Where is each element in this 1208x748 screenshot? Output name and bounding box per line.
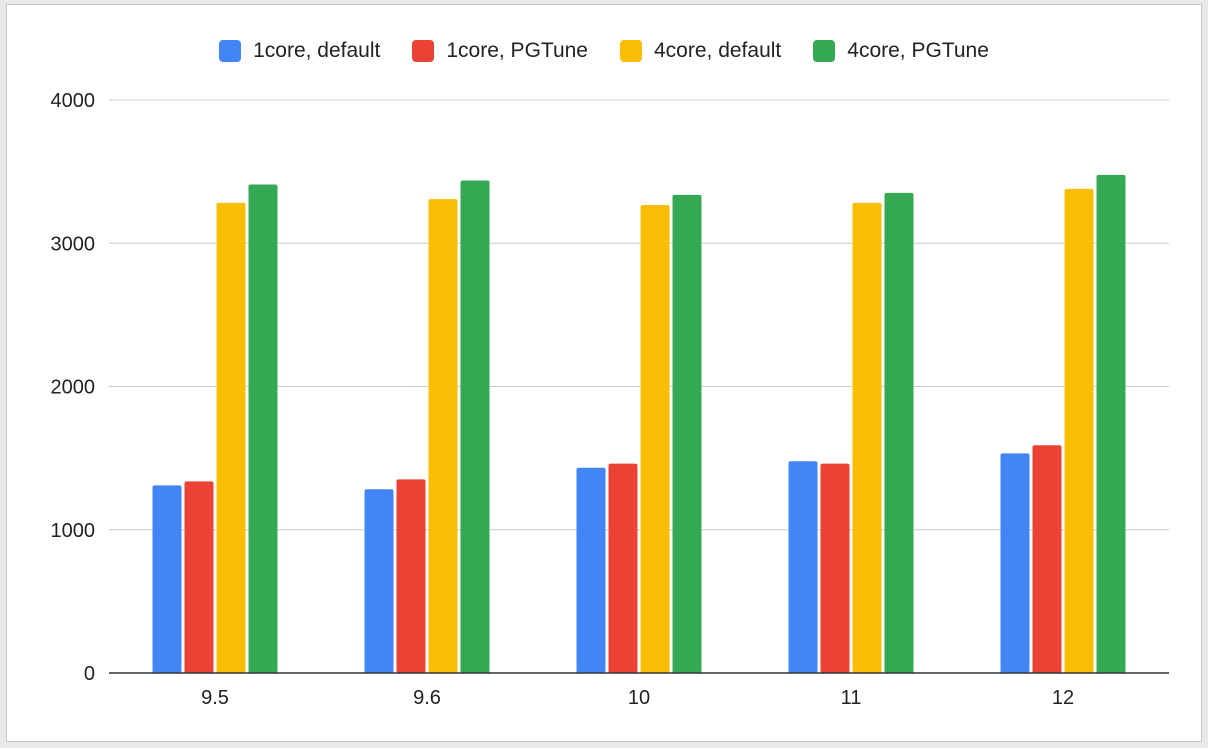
- legend-label-0: 1core, default: [253, 39, 381, 62]
- legend-label-2: 4core, default: [654, 39, 782, 62]
- x-tick-label-3: 11: [841, 687, 862, 709]
- bar-2-3: [672, 194, 702, 674]
- bar-4-1: [1032, 445, 1062, 673]
- legend-swatch-1: [412, 40, 435, 62]
- legend-swatch-3: [813, 40, 836, 62]
- y-tick-label-1: 1000: [51, 520, 96, 542]
- bar-1-1: [396, 479, 426, 673]
- bar-0-2: [216, 202, 246, 673]
- bar-1-2: [428, 199, 458, 673]
- legend-swatch-0: [219, 40, 242, 62]
- x-tick-label-0: 9.5: [201, 687, 229, 709]
- bar-2-1: [608, 463, 638, 673]
- bar-chart: 0 1000 2000 3000 4000 9.5 9.6 10 11 12: [51, 90, 1169, 709]
- bar-1-3: [460, 180, 490, 673]
- bar-4-3: [1096, 174, 1126, 674]
- bar-3-2: [852, 202, 882, 673]
- x-tick-label-1: 9.6: [413, 687, 441, 709]
- legend-label-1: 1core, PGTune: [446, 39, 588, 62]
- legend-item-1: 1core, PGTune: [412, 39, 588, 63]
- bar-0-3: [248, 184, 278, 673]
- legend-item-3: 4core, PGTune: [813, 39, 989, 63]
- chart-legend: 1core, default 1core, PGTune 4core, defaul…: [7, 39, 1201, 63]
- bar-0-0: [152, 485, 182, 673]
- bar-3-1: [820, 463, 850, 673]
- bar-3-0: [788, 461, 818, 673]
- legend-item-0: 1core, default: [219, 39, 380, 63]
- bar-4-2: [1064, 188, 1094, 673]
- x-tick-label-2: 10: [628, 687, 650, 709]
- y-tick-label-3: 3000: [51, 233, 96, 255]
- y-tick-label-4: 4000: [51, 90, 96, 112]
- chart-frame: 1core, default 1core, PGTune 4core, defaul…: [6, 4, 1202, 742]
- legend-label-3: 4core, PGTune: [847, 39, 989, 62]
- bar-0-1: [184, 481, 214, 673]
- bar-2-0: [576, 467, 606, 673]
- bar-3-3: [884, 192, 914, 674]
- x-tick-label-4: 12: [1052, 687, 1074, 709]
- legend-swatch-2: [620, 40, 642, 62]
- legend-item-2: 4core, default: [620, 39, 781, 63]
- y-tick-label-2: 2000: [51, 377, 96, 399]
- bar-1-0: [364, 489, 394, 673]
- bar-4-0: [1000, 453, 1030, 673]
- bar-2-2: [640, 205, 670, 673]
- y-tick-label-0: 0: [84, 663, 95, 685]
